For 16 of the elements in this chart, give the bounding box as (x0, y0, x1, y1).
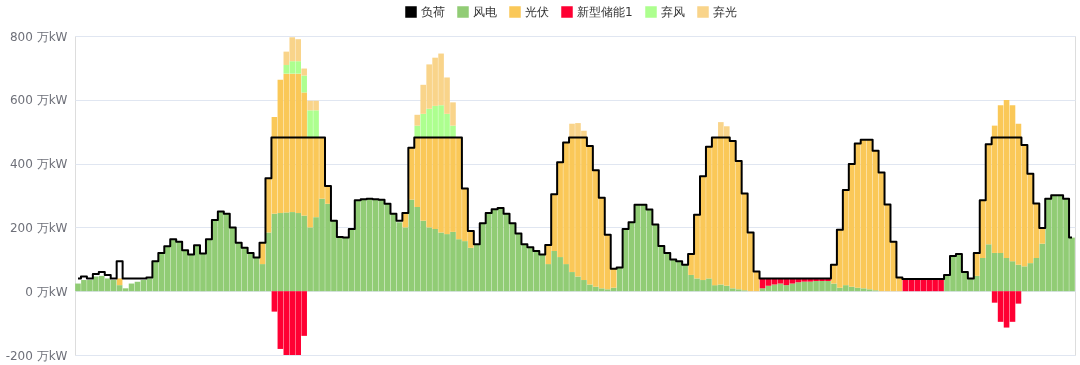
bar (116, 278, 123, 286)
legend-label: 新型储能1 (577, 5, 633, 19)
bar (301, 68, 307, 76)
y-tick-label: 400 万kW (9, 157, 68, 172)
legend-label: 风电 (473, 5, 497, 19)
y-tick-label: -200 万kW (5, 348, 68, 363)
legend-label: 弃光 (713, 5, 737, 19)
bar (414, 114, 421, 126)
y-tick-label: 200 万kW (9, 220, 68, 235)
legend-label: 弃风 (661, 5, 685, 19)
legend-label: 光伏 (525, 5, 549, 19)
y-tick-label: 0 万kW (25, 284, 68, 299)
bar (301, 75, 307, 93)
legend-label: 负荷 (421, 5, 445, 19)
y-tick-label: 800 万kW (9, 29, 68, 44)
y-tick-label: 600 万kW (9, 93, 68, 108)
